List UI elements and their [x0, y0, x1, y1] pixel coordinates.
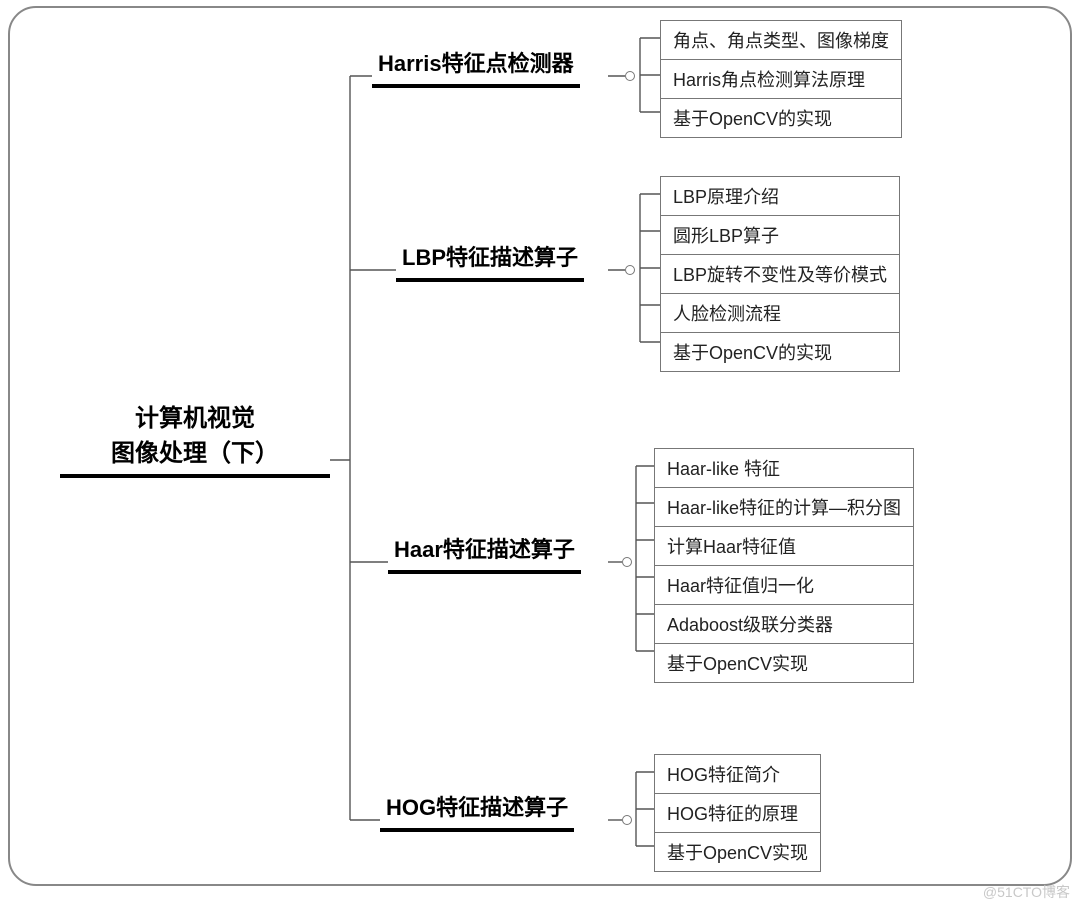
leaf-group-harris: 角点、角点类型、图像梯度 Harris角点检测算法原理 基于OpenCV的实现 — [660, 20, 902, 138]
leaf-item: Adaboost级联分类器 — [654, 605, 914, 644]
leaf-item: HOG特征简介 — [654, 754, 821, 794]
leaf-item: 计算Haar特征值 — [654, 527, 914, 566]
leaf-item: 基于OpenCV的实现 — [660, 99, 902, 138]
branch-label: Harris特征点检测器 — [372, 46, 580, 88]
leaf-item: Haar-like 特征 — [654, 448, 914, 488]
leaf-item: 角点、角点类型、图像梯度 — [660, 20, 902, 60]
joint-icon — [622, 557, 632, 567]
joint-icon — [622, 815, 632, 825]
leaf-group-hog: HOG特征简介 HOG特征的原理 基于OpenCV实现 — [654, 754, 821, 872]
leaf-item: 基于OpenCV的实现 — [660, 333, 900, 372]
leaf-item: 人脸检测流程 — [660, 294, 900, 333]
leaf-item: 基于OpenCV实现 — [654, 833, 821, 872]
root-line1: 计算机视觉 — [66, 398, 324, 433]
leaf-item: HOG特征的原理 — [654, 794, 821, 833]
leaf-item: LBP旋转不变性及等价模式 — [660, 255, 900, 294]
leaf-item: 圆形LBP算子 — [660, 216, 900, 255]
branch-label: LBP特征描述算子 — [396, 240, 584, 282]
branch-harris: Harris特征点检测器 — [372, 46, 580, 88]
leaf-item: Harris角点检测算法原理 — [660, 60, 902, 99]
branch-lbp: LBP特征描述算子 — [396, 240, 584, 282]
leaf-item: LBP原理介绍 — [660, 176, 900, 216]
branch-label: Haar特征描述算子 — [388, 532, 581, 574]
branch-haar: Haar特征描述算子 — [388, 532, 581, 574]
leaf-item: 基于OpenCV实现 — [654, 644, 914, 683]
root-node: 计算机视觉 图像处理（下） — [60, 398, 330, 478]
leaf-group-haar: Haar-like 特征 Haar-like特征的计算—积分图 计算Haar特征… — [654, 448, 914, 683]
leaf-item: Haar-like特征的计算—积分图 — [654, 488, 914, 527]
leaf-group-lbp: LBP原理介绍 圆形LBP算子 LBP旋转不变性及等价模式 人脸检测流程 基于O… — [660, 176, 900, 372]
leaf-item: Haar特征值归一化 — [654, 566, 914, 605]
watermark: @51CTO博客 — [983, 882, 1070, 902]
joint-icon — [625, 265, 635, 275]
branch-label: HOG特征描述算子 — [380, 790, 574, 832]
joint-icon — [625, 71, 635, 81]
branch-hog: HOG特征描述算子 — [380, 790, 574, 832]
root-line2: 图像处理（下） — [66, 433, 324, 468]
